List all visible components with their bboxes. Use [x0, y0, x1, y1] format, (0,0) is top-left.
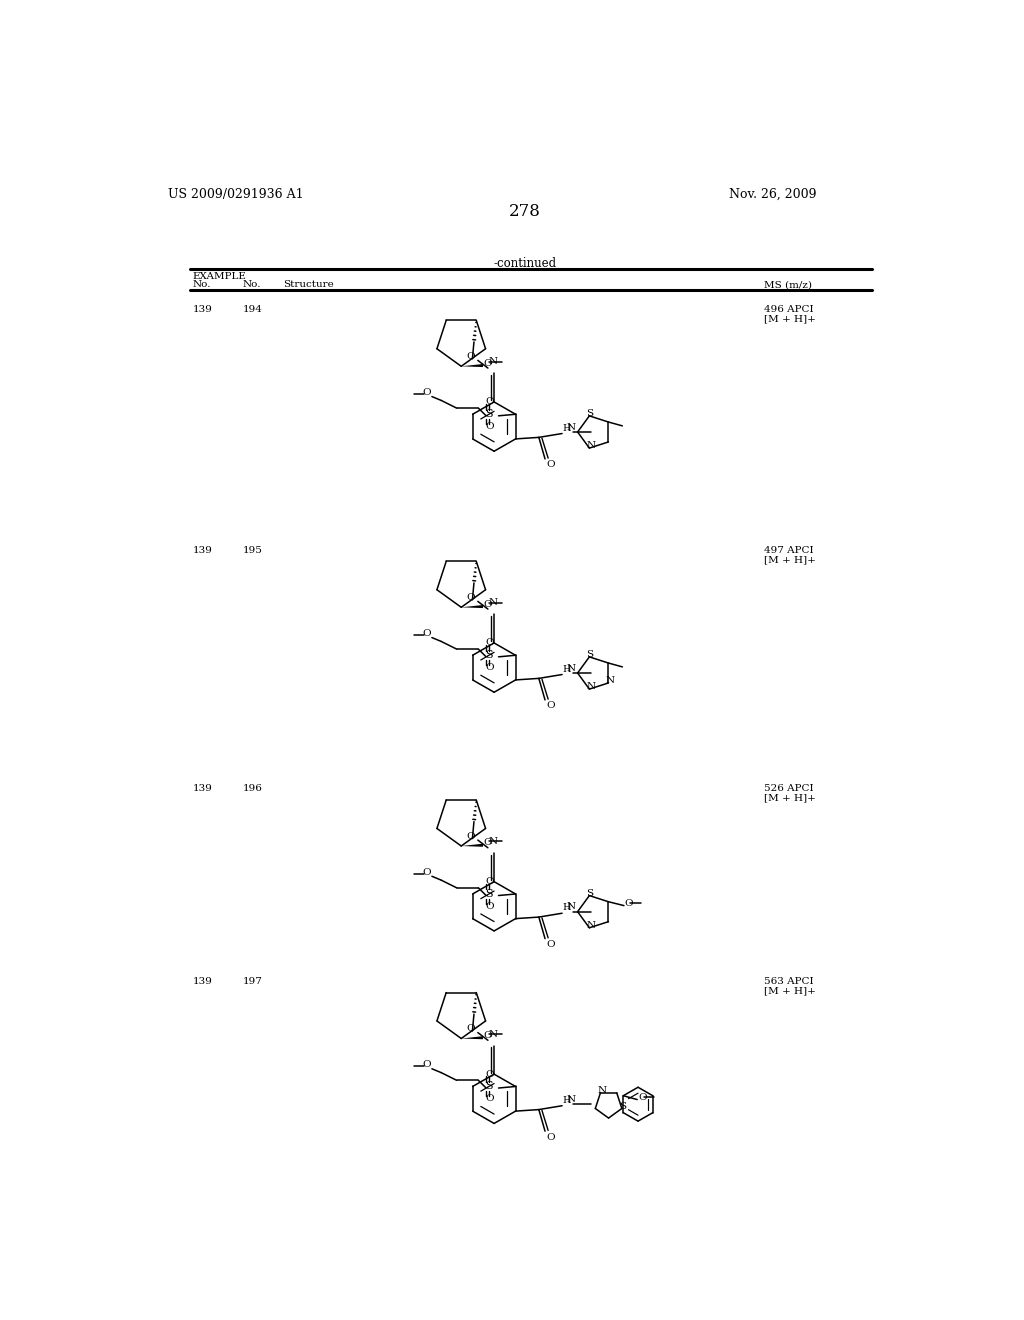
Text: N: N [597, 1086, 606, 1096]
Text: [M + H]+: [M + H]+ [764, 554, 815, 564]
Text: N: N [488, 837, 498, 846]
Text: 139: 139 [193, 545, 212, 554]
Text: O: O [423, 869, 431, 876]
Text: Structure: Structure [283, 280, 334, 289]
Text: H: H [562, 664, 570, 673]
Text: O: O [547, 940, 555, 949]
Text: O: O [423, 388, 431, 397]
Text: 139: 139 [193, 305, 212, 314]
Text: H: H [562, 903, 570, 912]
Text: O: O [466, 1024, 475, 1034]
Text: N: N [566, 664, 575, 673]
Text: 139: 139 [193, 784, 212, 793]
Text: O: O [485, 902, 494, 911]
Polygon shape [461, 605, 483, 609]
Text: S: S [485, 888, 493, 899]
Text: N: N [488, 598, 498, 607]
Text: S: S [587, 409, 593, 418]
Text: S: S [485, 649, 493, 660]
Text: 139: 139 [193, 977, 212, 986]
Text: O: O [466, 832, 475, 841]
Text: O: O [483, 1031, 493, 1040]
Text: 194: 194 [243, 305, 262, 314]
Text: O: O [485, 876, 494, 886]
Text: O: O [547, 701, 555, 710]
Text: [M + H]+: [M + H]+ [764, 793, 815, 803]
Text: No.: No. [243, 280, 261, 289]
Text: O: O [547, 1133, 555, 1142]
Text: N: N [587, 921, 595, 929]
Text: H: H [562, 1096, 570, 1105]
Text: O: O [485, 422, 494, 430]
Text: O: O [466, 352, 475, 362]
Text: O: O [423, 1060, 431, 1069]
Text: O: O [638, 1093, 646, 1102]
Polygon shape [461, 364, 483, 367]
Text: O: O [625, 899, 633, 908]
Text: O: O [485, 1069, 494, 1078]
Text: N: N [605, 676, 614, 685]
Text: 497 APCI: 497 APCI [764, 545, 813, 554]
Text: O: O [423, 630, 431, 639]
Text: N: N [587, 441, 595, 450]
Text: 278: 278 [509, 203, 541, 220]
Text: US 2009/0291936 A1: US 2009/0291936 A1 [168, 187, 304, 201]
Text: N: N [587, 682, 595, 692]
Text: [M + H]+: [M + H]+ [764, 986, 815, 995]
Text: S: S [587, 888, 593, 898]
Text: 563 APCI: 563 APCI [764, 977, 813, 986]
Text: EXAMPLE: EXAMPLE [193, 272, 246, 281]
Text: [M + H]+: [M + H]+ [764, 314, 815, 323]
Text: O: O [485, 663, 494, 672]
Text: O: O [485, 1094, 494, 1104]
Text: 195: 195 [243, 545, 262, 554]
Text: O: O [483, 599, 493, 609]
Text: S: S [485, 409, 493, 418]
Text: N: N [488, 358, 498, 367]
Text: N: N [566, 1096, 575, 1104]
Text: 197: 197 [243, 977, 262, 986]
Polygon shape [461, 1036, 483, 1039]
Text: 496 APCI: 496 APCI [764, 305, 813, 314]
Text: N: N [566, 422, 575, 432]
Text: 526 APCI: 526 APCI [764, 784, 813, 793]
Text: O: O [483, 359, 493, 367]
Text: S: S [587, 649, 593, 659]
Text: O: O [483, 838, 493, 847]
Text: MS (m/z): MS (m/z) [764, 280, 811, 289]
Text: N: N [566, 903, 575, 911]
Text: O: O [466, 593, 475, 602]
Polygon shape [461, 843, 483, 846]
Text: 196: 196 [243, 784, 262, 793]
Text: H: H [562, 424, 570, 433]
Text: N: N [488, 1030, 498, 1039]
Text: O: O [485, 397, 494, 407]
Text: O: O [547, 461, 555, 470]
Text: No.: No. [193, 280, 211, 289]
Text: Nov. 26, 2009: Nov. 26, 2009 [729, 187, 816, 201]
Text: -continued: -continued [494, 257, 556, 271]
Text: S: S [618, 1102, 626, 1110]
Text: O: O [485, 639, 494, 647]
Text: S: S [485, 1081, 493, 1092]
